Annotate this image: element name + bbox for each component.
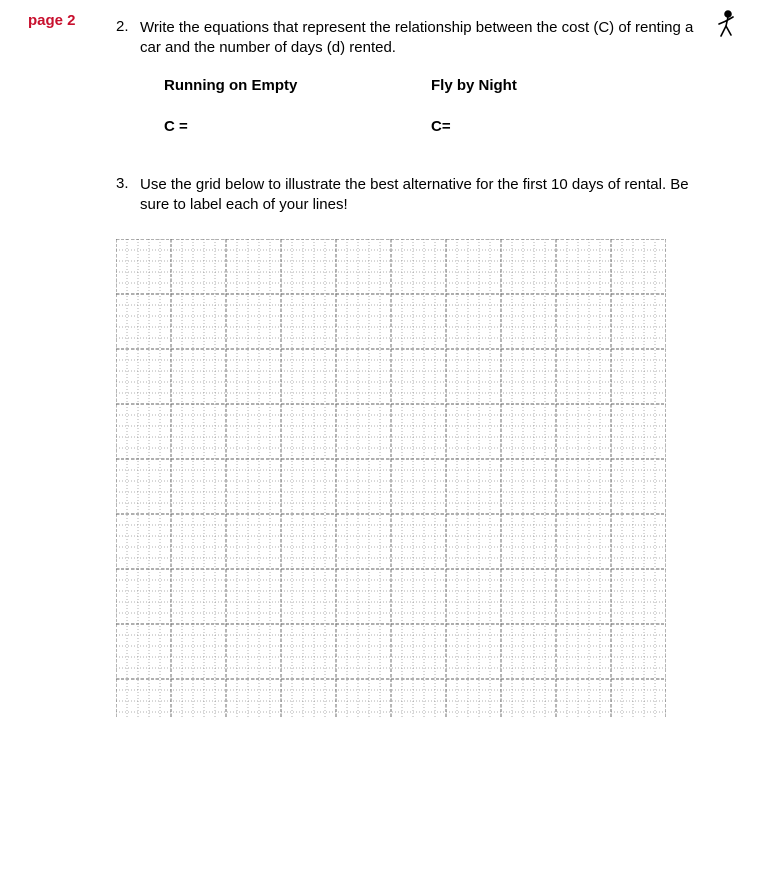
question-3: 3. Use the grid below to illustrate the …: [116, 175, 698, 216]
equation-label: C =: [164, 118, 431, 135]
graph-grid: [116, 239, 698, 719]
question-text: Write the equations that represent the r…: [140, 18, 698, 59]
question-number: 3.: [116, 175, 140, 216]
equation-label: C=: [431, 118, 698, 135]
column-title: Running on Empty: [164, 77, 431, 94]
figure-icon: [708, 8, 738, 45]
question-2: 2. Write the equations that represent th…: [116, 18, 698, 135]
column-title: Fly by Night: [431, 77, 698, 94]
question-number: 2.: [116, 18, 140, 135]
question-text: Use the grid below to illustrate the bes…: [140, 175, 698, 216]
column-running-on-empty: Running on Empty C =: [164, 77, 431, 135]
page-label: page 2: [28, 12, 76, 29]
column-fly-by-night: Fly by Night C=: [431, 77, 698, 135]
